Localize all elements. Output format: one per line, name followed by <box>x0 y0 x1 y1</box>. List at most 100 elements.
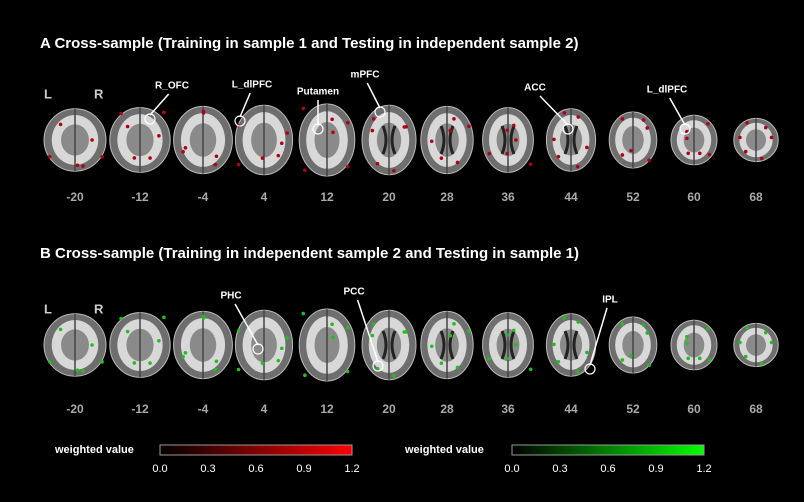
activation-spot <box>552 137 556 142</box>
activation-spot <box>392 168 396 173</box>
activation-spot <box>132 156 137 160</box>
activation-spot <box>213 162 218 167</box>
roi-circle <box>374 106 386 118</box>
activation-spot <box>743 354 748 359</box>
activation-spot <box>620 322 625 326</box>
slice-label: 20 <box>382 402 396 416</box>
arrow <box>234 303 259 346</box>
brain-slice <box>109 107 171 173</box>
annotation: R_OFC <box>155 81 189 92</box>
activation-spot <box>738 135 742 140</box>
activation-spot <box>562 111 567 115</box>
ventricle <box>563 330 579 360</box>
activation-spot <box>505 356 509 361</box>
brain-slice <box>43 313 107 377</box>
activation-spot <box>260 156 265 160</box>
activation-spot <box>511 123 516 128</box>
annotation: Putamen <box>297 87 339 98</box>
roi-circle <box>562 123 574 135</box>
activation-spot <box>448 333 453 338</box>
activation-spot <box>404 125 408 129</box>
activation-spot <box>769 135 774 140</box>
activation-spot <box>237 328 241 333</box>
activation-spot <box>575 164 580 169</box>
activation-spot <box>183 146 188 150</box>
activation-spot <box>81 369 85 373</box>
slice-label: -12 <box>131 402 149 416</box>
activation-spot <box>58 122 63 127</box>
brain-slice <box>733 322 779 368</box>
activation-spot <box>370 333 375 338</box>
activation-spot <box>487 356 492 361</box>
activation-spot <box>330 117 334 122</box>
activation-spot <box>213 367 218 372</box>
brain-slice <box>545 313 597 377</box>
activation-spot <box>620 358 625 362</box>
activation-spot <box>455 365 460 370</box>
annotation: PCC <box>343 287 364 298</box>
colorbar <box>511 444 705 456</box>
annotation: PHC <box>220 291 241 302</box>
brain-slice <box>43 108 107 172</box>
activation-spot <box>511 328 516 333</box>
brain-slice <box>173 105 233 175</box>
activation-spot <box>448 128 453 133</box>
activation-spot <box>743 149 748 154</box>
activation-spot <box>745 325 749 330</box>
slice-label: -4 <box>198 402 209 416</box>
activation-spot <box>697 356 702 361</box>
brain-slice <box>482 312 534 378</box>
activation-spot <box>645 126 650 130</box>
activation-spot <box>467 329 471 334</box>
slice-label: 52 <box>626 190 640 204</box>
activation-spot <box>100 360 104 364</box>
colorbar-tick: 0.3 <box>552 463 567 475</box>
activation-spot <box>641 118 646 122</box>
slice-label: 36 <box>501 402 515 416</box>
activation-spot <box>370 128 375 133</box>
activation-spot <box>183 351 188 355</box>
ventricle <box>500 125 516 155</box>
activation-spot <box>75 163 80 168</box>
colorbar-tick: 0.6 <box>600 463 615 475</box>
activation-spot <box>345 369 350 374</box>
right-label: R <box>94 86 104 101</box>
activation-spot <box>706 326 710 331</box>
activation-spot <box>90 138 94 142</box>
annotation: L_dlPFC <box>647 85 688 96</box>
brain-slice <box>298 103 356 177</box>
colorbar <box>159 444 353 456</box>
slice-label: 60 <box>687 402 701 416</box>
arrow <box>356 299 379 363</box>
activation-spot <box>375 366 380 371</box>
activation-spot <box>157 133 161 138</box>
brain-slice <box>670 114 718 166</box>
arrow <box>589 307 608 366</box>
activation-spot <box>685 136 689 141</box>
activation-spot <box>759 156 764 161</box>
left-label: L <box>44 301 52 316</box>
activation-spot <box>371 117 376 121</box>
activation-spot <box>647 158 651 163</box>
activation-spot <box>279 141 284 146</box>
slice-label: 12 <box>320 402 334 416</box>
brain-slice <box>482 107 534 173</box>
brain-slice <box>109 312 171 378</box>
slice-label: 4 <box>261 402 268 416</box>
activation-spot <box>47 154 52 159</box>
activation-spot <box>697 151 702 156</box>
brain-slice <box>420 310 474 380</box>
activation-spot <box>629 353 633 358</box>
activation-spot <box>276 358 281 363</box>
colorbar-tick: 0.9 <box>648 463 663 475</box>
activation-spot <box>346 325 350 330</box>
activation-spot <box>686 151 691 156</box>
activation-spot <box>162 315 166 320</box>
activation-spot <box>685 341 689 346</box>
activation-spot <box>585 145 589 150</box>
slice-label: 28 <box>440 402 454 416</box>
roi-circle <box>144 113 156 125</box>
activation-spot <box>148 156 152 160</box>
